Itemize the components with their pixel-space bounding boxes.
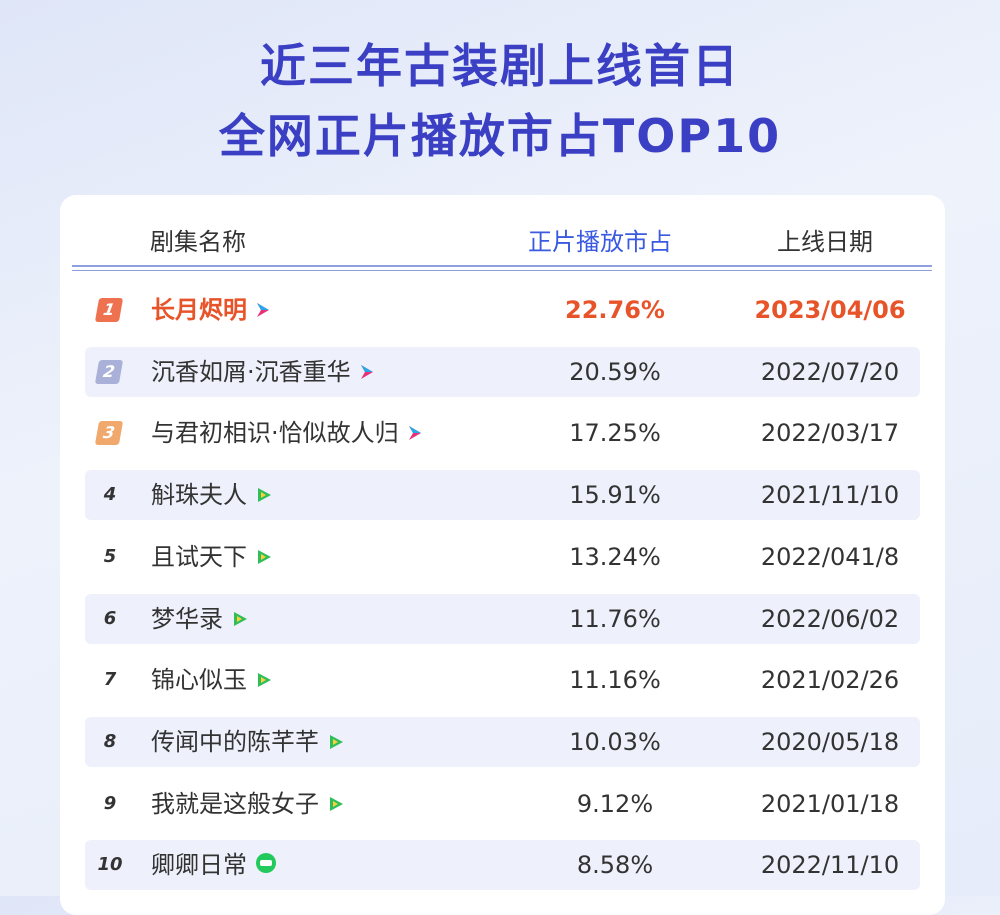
market-share: 15.91% (569, 481, 661, 510)
release-date: 2021/02/26 (760, 666, 900, 695)
platform-icon (407, 409, 423, 459)
release-date: 2021/11/10 (760, 481, 900, 510)
table-row: 2 沉香如屑·沉香重华 20.59% 2022/07/20 (85, 346, 920, 398)
table-row: 3 与君初相识·恰似故人归 17.25% 2022/03/17 (85, 408, 920, 458)
market-share: 22.76% (565, 296, 665, 324)
show-name: 锦心似玉 (151, 655, 273, 706)
table-row: 4 斛珠夫人 15.91% 2021/11/10 (85, 470, 920, 521)
header: 正片播放市占 (528, 228, 672, 256)
rank-badge: 1 (94, 298, 124, 322)
platform-icon (327, 780, 345, 830)
release-date: 2022/06/02 (760, 604, 900, 633)
market-share: 20.59% (569, 357, 661, 386)
market-share: 13.24% (569, 542, 661, 571)
release-date: 2022/07/20 (760, 357, 900, 386)
market-share: 11.76% (569, 604, 661, 633)
show-name: 斛珠夫人 (151, 470, 273, 521)
platform-icon (255, 286, 271, 336)
table-row: 6 梦华录 11.76% 2022/06/02 (85, 593, 920, 645)
table-row: 5 且试天下 13.24% 2022/041/8 (85, 532, 920, 582)
table-row: 8 传闻中的陈芊芊 10.03% 2020/05/18 (85, 716, 920, 768)
table-row: 10 卿卿日常 8.58% 2022/11/10 (85, 840, 920, 891)
release-date: 2023/04/06 (754, 296, 906, 324)
rank: 6 (103, 607, 117, 629)
release-date: 2022/041/8 (760, 542, 900, 571)
show-name: 且试天下 (151, 532, 273, 583)
title-line: 近三年古装剧上线首日 (260, 39, 740, 93)
rank: 8 (103, 730, 117, 752)
table-row: 9 我就是这般女子 9.12% 2021/01/18 (85, 779, 920, 829)
header-rule (72, 265, 932, 267)
market-share: 10.03% (569, 727, 661, 756)
table-row: 7 锦心似玉 11.16% 2021/02/26 (85, 655, 920, 705)
platform-icon (255, 841, 277, 891)
release-date: 2022/11/10 (760, 851, 900, 880)
release-date: 2021/01/18 (760, 789, 900, 818)
platform-icon (231, 595, 249, 645)
rank: 10 (97, 854, 123, 876)
release-date: 2020/05/18 (760, 727, 900, 756)
show-name: 传闻中的陈芊芊 (151, 717, 345, 768)
rank: 5 (103, 545, 117, 567)
show-name: 与君初相识·恰似故人归 (151, 408, 423, 459)
show-name: 卿卿日常 (151, 840, 277, 891)
show-name: 梦华录 (151, 594, 249, 645)
rank: 9 (103, 792, 117, 814)
header-rule (72, 270, 932, 271)
show-name: 沉香如屑·沉香重华 (151, 347, 375, 398)
rank: 4 (103, 484, 117, 506)
platform-icon (327, 718, 345, 768)
table-row: 1 长月烬明 22.76% 2023/04/06 (85, 285, 920, 335)
page: 近三年古装剧上线首日 全网正片播放市占TOP10 剧集名称 正片播放市占 上线日… (0, 0, 1000, 896)
release-date: 2022/03/17 (760, 419, 900, 448)
platform-icon (255, 656, 273, 706)
platform-icon (359, 348, 375, 398)
rank: 7 (103, 669, 117, 691)
market-share: 11.16% (569, 666, 661, 695)
rank-badge: 3 (94, 421, 124, 446)
platform-icon (255, 533, 273, 583)
market-share: 8.58% (576, 851, 654, 880)
header: 上线日期 (777, 228, 873, 256)
header: 剧集名称 (150, 228, 246, 256)
platform-icon (255, 471, 273, 521)
show-name: 长月烬明 (151, 285, 271, 336)
market-share: 9.12% (576, 789, 654, 818)
show-name: 我就是这般女子 (151, 779, 345, 830)
rank-badge: 2 (94, 359, 124, 384)
title-line: 全网正片播放市占TOP10 (218, 109, 782, 163)
table-card (60, 195, 945, 915)
market-share: 17.25% (569, 419, 661, 448)
